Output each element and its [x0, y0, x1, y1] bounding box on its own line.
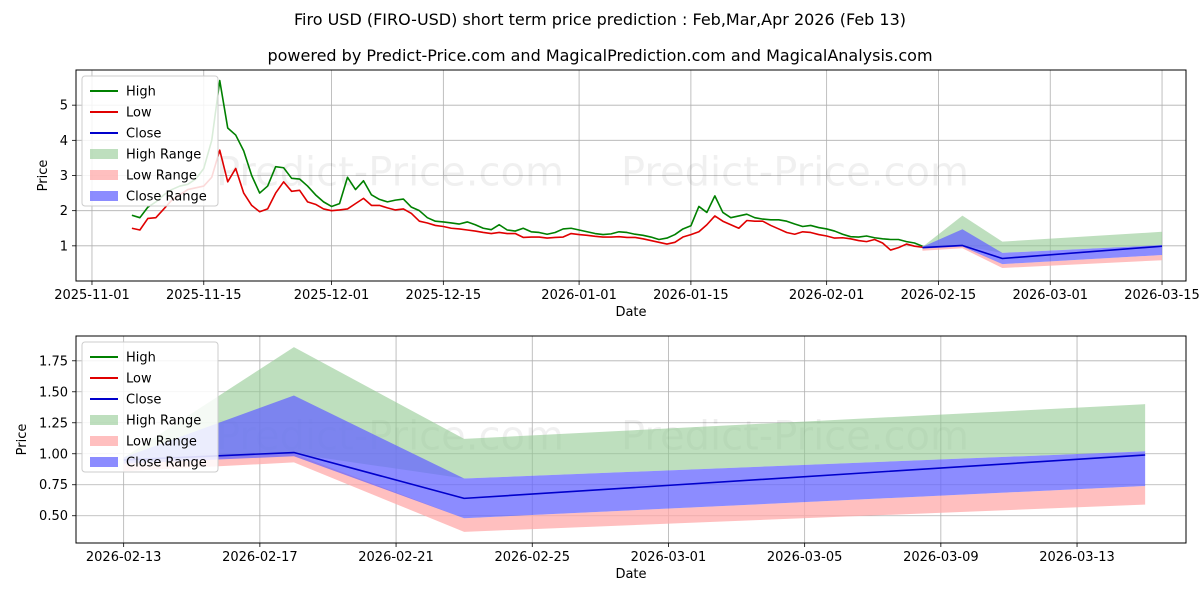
legend-entry: High	[126, 351, 156, 366]
legend: High Low Close High Range Low Range Close Ran…	[81, 75, 219, 207]
legend-swatch	[90, 191, 118, 201]
y-axis-label: Price	[36, 160, 51, 192]
plot-area	[131, 79, 1163, 268]
x-tick-label: 2026-03-01	[631, 550, 707, 565]
x-axis-label: Date	[615, 305, 646, 320]
y-tick-label: 1.75	[39, 354, 68, 369]
x-tick-label: 2025-12-01	[294, 288, 370, 303]
legend-entry: Close Range	[126, 190, 207, 205]
legend-entry: Close	[126, 127, 161, 142]
legend-swatch	[90, 457, 118, 467]
x-tick-label: 2026-03-05	[767, 550, 843, 565]
chart-panel-1: 2025-11-01 2025-11-15 2025-12-01 2025-12-15…	[36, 69, 1200, 320]
plot-area	[123, 347, 1146, 532]
x-tick-label: 2026-03-15	[1124, 288, 1200, 303]
y-tick-label: 0.75	[39, 478, 68, 493]
low-series-line	[131, 149, 923, 251]
low-range-band	[123, 453, 1146, 532]
y-tick-label: 1	[60, 239, 68, 254]
legend-entry: Close	[126, 393, 161, 408]
legend-entry: High	[126, 85, 156, 100]
y-tick-label: 2	[60, 204, 68, 219]
legend-entry: High Range	[126, 148, 201, 163]
x-tick-label: 2026-01-15	[653, 288, 729, 303]
legend-swatch	[90, 415, 118, 425]
x-tick-label: 2026-02-25	[494, 550, 570, 565]
y-tick-label: 1.00	[39, 447, 68, 462]
legend: High Low Close High Range Low Range Close Ran…	[81, 341, 219, 473]
x-tick-label: 2025-11-15	[166, 288, 242, 303]
axes-frame	[75, 335, 1187, 544]
y-tick-label: 0.50	[39, 509, 68, 524]
high-series-line	[131, 79, 923, 247]
chart-title: Firo USD (FIRO-USD) short term price pre…	[293, 10, 906, 29]
close-range-band	[922, 229, 1163, 265]
x-tick-label: 2026-03-01	[1012, 288, 1088, 303]
axes-frame	[75, 69, 1187, 282]
y-axis-label: Price	[15, 424, 30, 456]
y-tick-label: 4	[60, 134, 68, 149]
y-tick-label: 1.25	[39, 416, 68, 431]
legend-entry: Low Range	[126, 169, 197, 184]
x-tick-label: 2026-02-01	[789, 288, 865, 303]
close-range-band	[123, 395, 1146, 519]
x-tick-label: 2026-02-13	[86, 550, 162, 565]
close-series-line	[922, 244, 1163, 260]
x-tick-label: 2026-01-01	[541, 288, 617, 303]
chart-panel-2: 2026-02-13 2026-02-17 2026-02-21 2026-02-25…	[15, 335, 1187, 582]
legend-swatch	[90, 149, 118, 159]
x-tick-label: 2026-02-17	[222, 550, 298, 565]
x-tick-label: 2025-12-15	[406, 288, 482, 303]
legend-entry: Low Range	[126, 435, 197, 450]
x-axis-label: Date	[615, 567, 646, 582]
watermark-text: Predict-Price.com	[621, 150, 969, 196]
x-tick-label: 2025-11-01	[54, 288, 130, 303]
watermark-text: Predict-Price.com	[216, 150, 564, 196]
x-tick-label: 2026-03-13	[1039, 550, 1115, 565]
x-tick-label: 2026-02-15	[901, 288, 977, 303]
y-tick-label: 5	[60, 99, 68, 114]
chart-subtitle: powered by Predict-Price.com and Magical…	[267, 46, 933, 65]
y-tick-label: 1.50	[39, 385, 68, 400]
legend-entry: Low	[126, 106, 152, 121]
y-tick-label: 3	[60, 169, 68, 184]
legend-swatch	[90, 170, 118, 180]
legend-entry: Low	[126, 372, 152, 387]
legend-entry: Close Range	[126, 456, 207, 471]
legend-swatch	[90, 436, 118, 446]
x-tick-label: 2026-02-21	[358, 550, 434, 565]
x-tick-label: 2026-03-09	[903, 550, 979, 565]
low-range-band	[922, 245, 1163, 268]
legend-entry: High Range	[126, 414, 201, 429]
